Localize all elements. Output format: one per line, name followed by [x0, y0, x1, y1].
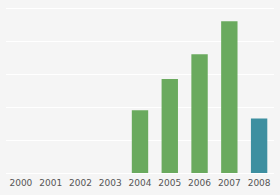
svg-text:2000: 2000 — [9, 178, 32, 188]
svg-text:2004: 2004 — [129, 178, 152, 188]
svg-text:2003: 2003 — [99, 178, 122, 188]
svg-text:2001: 2001 — [39, 178, 62, 188]
svg-text:2002: 2002 — [69, 178, 92, 188]
svg-text:2006: 2006 — [188, 178, 211, 188]
svg-text:2008: 2008 — [248, 178, 271, 188]
svg-text:2005: 2005 — [158, 178, 181, 188]
svg-text:2007: 2007 — [218, 178, 241, 188]
